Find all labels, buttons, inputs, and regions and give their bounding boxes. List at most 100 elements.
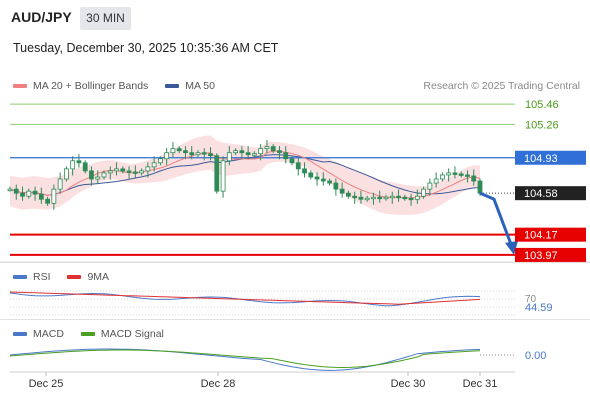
- candle-body: [452, 172, 458, 175]
- s2-label-bg: [515, 247, 586, 262]
- candle-body: [295, 162, 301, 170]
- candle-body: [214, 155, 220, 192]
- candle-body: [414, 195, 420, 200]
- bollinger-band: [10, 135, 480, 215]
- s1-label: 104.17: [524, 230, 558, 242]
- panel-divider-macd: [0, 319, 590, 320]
- candle-body: [364, 197, 370, 201]
- candle-body: [208, 153, 213, 157]
- candle-body: [157, 158, 163, 164]
- candle-body: [427, 182, 433, 190]
- rsi-ma-label: 9MA: [87, 271, 110, 283]
- ma20-line: [9, 150, 481, 199]
- ma50-label: MA 50: [185, 80, 215, 92]
- last-price-label: 104.58: [524, 188, 558, 200]
- candle-body: [477, 180, 483, 194]
- forecast-arrow-head: [505, 240, 518, 255]
- candle-body: [358, 196, 364, 200]
- rsi-ma-line: [9, 291, 481, 305]
- candle-body: [320, 178, 326, 182]
- candle-body: [51, 188, 57, 204]
- chart-header: AUD/JPY 30 MIN Tuesday, December 30, 202…: [0, 0, 590, 62]
- candle-body: [82, 162, 88, 172]
- candle-body: [176, 148, 182, 152]
- price-legend: MA 20 + Bollinger Bands MA 50: [13, 80, 229, 92]
- legend-ma20: MA 20 + Bollinger Bands: [13, 80, 148, 92]
- candle-body: [289, 158, 295, 164]
- candle-body: [389, 195, 395, 199]
- rsi-ma-swatch: [67, 275, 82, 280]
- candle-body: [345, 192, 351, 197]
- timestamp: Tuesday, December 30, 2025 10:35:36 AM C…: [13, 41, 279, 55]
- ma20-label: MA 20 + Bollinger Bands: [33, 80, 149, 92]
- candle-body: [239, 150, 245, 154]
- s2-label: 103.97: [524, 250, 558, 262]
- rsi-swatch: [13, 275, 27, 280]
- candle-body: [20, 192, 25, 197]
- timeframe-button[interactable]: 30 MIN: [80, 7, 131, 30]
- candle-body: [233, 150, 239, 154]
- candle-body: [139, 170, 145, 174]
- candle-body: [327, 180, 333, 184]
- candle-body: [95, 176, 101, 180]
- candle-body: [471, 175, 477, 182]
- macd-value-label: 0.00: [525, 350, 546, 362]
- macd-swatch: [13, 332, 27, 337]
- candle-body: [126, 170, 132, 173]
- candle-body: [38, 193, 44, 200]
- rsi-label: RSI: [33, 271, 51, 283]
- candle-body: [45, 198, 50, 204]
- research-credit: Research © 2025 Trading Central: [423, 80, 580, 92]
- candle-body: [446, 172, 452, 176]
- candle-body: [120, 168, 126, 172]
- candle-body: [107, 170, 113, 174]
- candle-body: [408, 197, 414, 201]
- rsi-legend: RSI 9MA: [13, 271, 123, 283]
- candle-body: [76, 160, 82, 164]
- x-tick-label: Dec 30: [391, 378, 426, 390]
- candle-body: [170, 148, 176, 154]
- x-tick-label: Dec 28: [201, 378, 236, 390]
- rsi-70-label: 70: [525, 294, 537, 305]
- pivot-label: 104.93: [524, 153, 558, 165]
- x-tick-label: Dec 31: [463, 378, 498, 390]
- candle-body: [308, 172, 314, 178]
- candle-body: [183, 150, 188, 154]
- rsi-value-label: 44.59: [525, 302, 553, 314]
- candle-body: [13, 188, 19, 194]
- candle-body: [70, 160, 76, 170]
- x-tick-label: Dec 25: [29, 378, 64, 390]
- legend-ma50: MA 50: [165, 80, 215, 92]
- candle-body: [101, 172, 107, 178]
- r1-label: 105.26: [525, 119, 559, 131]
- candle-body: [377, 196, 383, 200]
- candle-body: [396, 195, 401, 199]
- candle-body: [371, 196, 376, 200]
- candle-body: [258, 148, 264, 155]
- candle-body: [458, 173, 464, 176]
- candle-body: [302, 168, 307, 174]
- candle-body: [220, 160, 226, 192]
- candle-body: [164, 152, 170, 160]
- candle-body: [114, 168, 119, 172]
- candle-body: [251, 153, 257, 156]
- candle-body: [439, 174, 445, 180]
- candle-body: [339, 188, 345, 194]
- candle-body: [421, 188, 427, 197]
- candle-body: [433, 178, 439, 184]
- candle-body: [277, 150, 282, 154]
- candle-body: [201, 152, 207, 155]
- last-price-label-bg: [515, 186, 586, 201]
- r2-label: 105.46: [525, 99, 559, 111]
- candle-body: [195, 152, 201, 156]
- candle-body: [245, 152, 251, 156]
- candle-body: [283, 152, 289, 160]
- candle-body: [32, 190, 38, 195]
- candle-body: [383, 196, 389, 200]
- symbol-title: AUD/JPY: [11, 9, 72, 25]
- macd-signal-label: MACD Signal: [100, 328, 164, 340]
- candle-body: [64, 168, 69, 180]
- candle-body: [352, 195, 358, 199]
- pivot-label-bg: [515, 150, 586, 165]
